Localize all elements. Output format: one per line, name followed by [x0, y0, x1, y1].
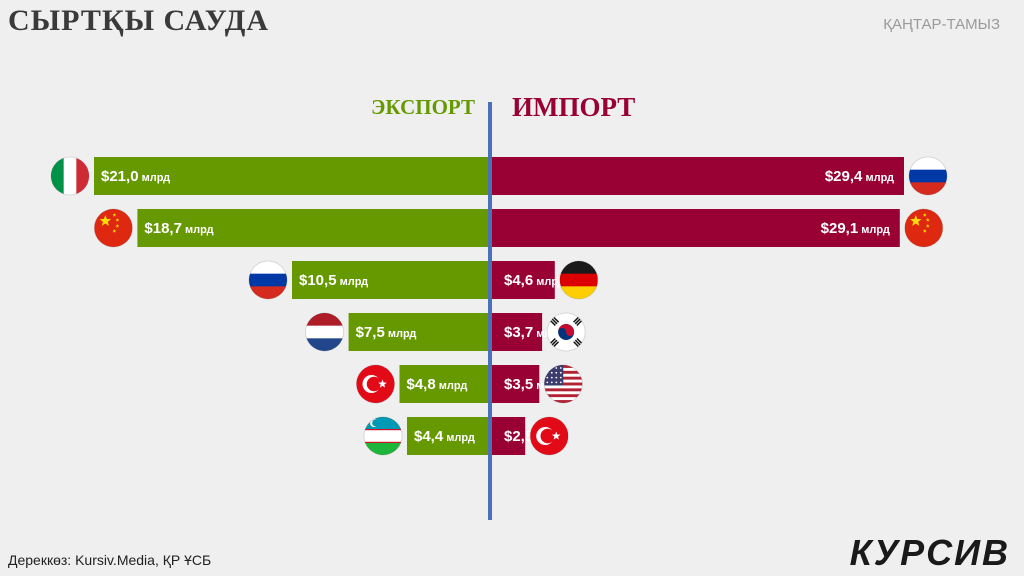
- import-bar: [490, 365, 540, 403]
- import-bar: [490, 313, 543, 351]
- period-label: ҚАҢТАР-ТАМЫЗ: [883, 16, 1000, 33]
- import-bar: [490, 417, 526, 455]
- import-value-label: $4,6 млрд: [504, 272, 565, 289]
- import-value-label: $29,1 млрд: [821, 220, 890, 237]
- export-bar: [137, 209, 490, 247]
- turkey-flag-icon: [529, 416, 569, 456]
- uzbekistan-flag-icon: [363, 416, 403, 456]
- russia-flag-icon: [248, 260, 288, 300]
- export-heading: ЭКСПОРТ: [371, 95, 475, 119]
- china-flag-icon: [904, 208, 944, 248]
- import-bar: [490, 209, 900, 247]
- import-bar: [490, 157, 904, 195]
- export-bar: [407, 417, 490, 455]
- usa-flag-icon: [543, 364, 583, 404]
- source-note: Дереккөз: Kursiv.Media, ҚР ҰСБ: [8, 552, 212, 568]
- export-value-label: $7,5 млрд: [356, 324, 417, 341]
- russia-flag-icon: [908, 156, 948, 196]
- export-bar: [348, 313, 490, 351]
- export-value-label: $21,0 млрд: [101, 168, 170, 185]
- export-bar: [94, 157, 490, 195]
- brand-logo: КУРСИВ: [849, 532, 1010, 573]
- export-value-label: $18,7 млрд: [144, 220, 213, 237]
- import-value-label: $29,4 млрд: [825, 168, 894, 185]
- export-bar: [399, 365, 490, 403]
- china-flag-icon: [93, 208, 133, 248]
- export-bar: [292, 261, 490, 299]
- import-heading: ИМПОРТ: [512, 92, 635, 122]
- export-value-label: $4,4 млрд: [414, 428, 475, 445]
- netherlands-flag-icon: [305, 312, 345, 352]
- germany-flag-icon: [559, 260, 599, 300]
- south-korea-flag-icon: [546, 312, 586, 352]
- page-title: СЫРТҚЫ САУДА: [8, 4, 270, 37]
- export-value-label: $4,8 млрд: [407, 376, 468, 393]
- italy-flag-icon: [50, 156, 90, 196]
- export-value-label: $10,5 млрд: [299, 272, 368, 289]
- import-bar: [490, 261, 555, 299]
- turkey-flag-icon: [355, 364, 395, 404]
